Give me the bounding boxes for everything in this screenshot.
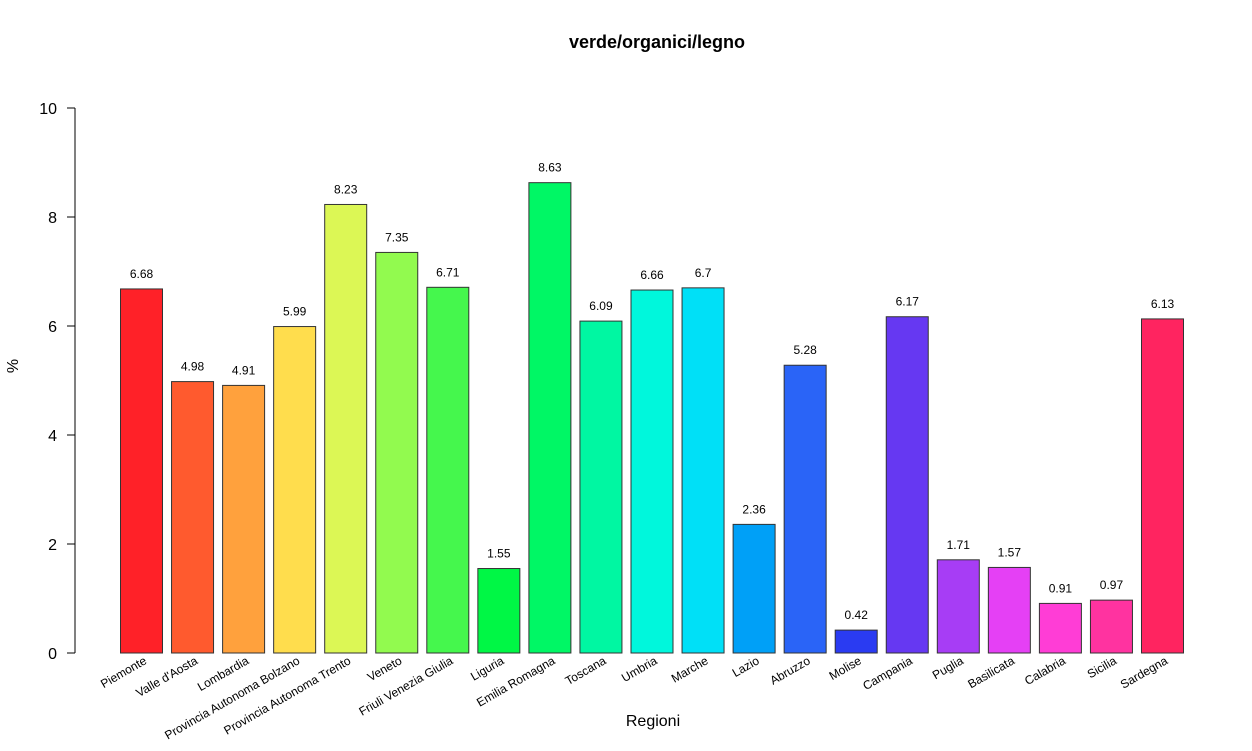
y-tick-label: 2 (48, 537, 57, 554)
bars (120, 182, 1184, 654)
category-label: Sicilia (1085, 653, 1119, 681)
bar (426, 286, 470, 654)
x-axis-label: Regioni (626, 713, 680, 730)
category-label: Calabria (1022, 653, 1068, 688)
category-label: Lazio (730, 653, 762, 680)
y-tick-label: 8 (48, 210, 57, 227)
category-label: Sardegna (1118, 653, 1170, 691)
data-label: 8.23 (334, 182, 358, 196)
category-label: Friuli Venezia Giulia (356, 653, 455, 718)
data-label: 6.71 (436, 265, 460, 279)
y-tick-label: 0 (48, 646, 57, 663)
bar (273, 326, 317, 654)
data-label: 5.28 (793, 343, 817, 357)
y-axis-label: % (5, 359, 22, 373)
bar (987, 566, 1031, 654)
chart-title: verde/organici/legno (569, 32, 745, 52)
data-label: 4.98 (181, 360, 205, 374)
bar (885, 316, 929, 654)
bar (1038, 602, 1082, 654)
bar (1141, 318, 1184, 654)
data-label: 2.36 (742, 502, 766, 516)
y-tick-label: 4 (48, 428, 57, 445)
bar (681, 287, 725, 654)
data-label: 6.66 (640, 268, 664, 282)
category-label: Marche (669, 653, 711, 685)
data-label: 0.97 (1100, 578, 1124, 592)
data-label: 6.09 (589, 299, 613, 313)
bar (579, 320, 623, 654)
category-label: Veneto (365, 653, 405, 684)
y-tick-label: 6 (48, 319, 57, 336)
category-label: Umbria (619, 653, 660, 685)
bar (834, 629, 878, 654)
data-label: 1.71 (947, 538, 971, 552)
category-label: Molise (827, 653, 864, 683)
bar (528, 182, 572, 654)
bar (375, 251, 419, 654)
data-label: 1.55 (487, 547, 511, 561)
category-label: Toscana (563, 653, 609, 688)
category-label: Campania (860, 653, 915, 693)
bar (936, 559, 980, 654)
data-label: 6.17 (896, 295, 920, 309)
bar (120, 288, 163, 654)
data-label: 6.13 (1151, 297, 1175, 311)
y-tick-label: 10 (39, 101, 57, 118)
category-label: Puglia (930, 653, 966, 682)
bar (171, 381, 215, 654)
data-label: 6.7 (695, 266, 712, 280)
data-label: 4.91 (232, 363, 256, 377)
bar (477, 568, 521, 654)
bar (732, 523, 776, 654)
bar (1089, 599, 1133, 654)
data-label: 8.63 (538, 161, 562, 175)
data-labels: 6.68 4.98 4.91 5.99 8.23 7.35 6.71 1.55 8.63 6.09… (130, 161, 1175, 622)
data-label: 5.99 (283, 305, 307, 319)
y-axis-ticks: 0 2 4 6 8 10 (39, 101, 75, 663)
data-label: 1.57 (998, 545, 1022, 559)
category-label: Abruzzo (768, 653, 813, 687)
bar (324, 203, 368, 654)
bar (222, 384, 266, 654)
bar (783, 364, 827, 654)
category-label: Liguria (468, 653, 506, 683)
category-label: Basilicata (965, 653, 1017, 691)
data-label: 0.91 (1049, 581, 1073, 595)
data-label: 7.35 (385, 230, 409, 244)
bar (630, 289, 674, 654)
data-label: 0.42 (845, 608, 869, 622)
data-label: 6.68 (130, 267, 154, 281)
